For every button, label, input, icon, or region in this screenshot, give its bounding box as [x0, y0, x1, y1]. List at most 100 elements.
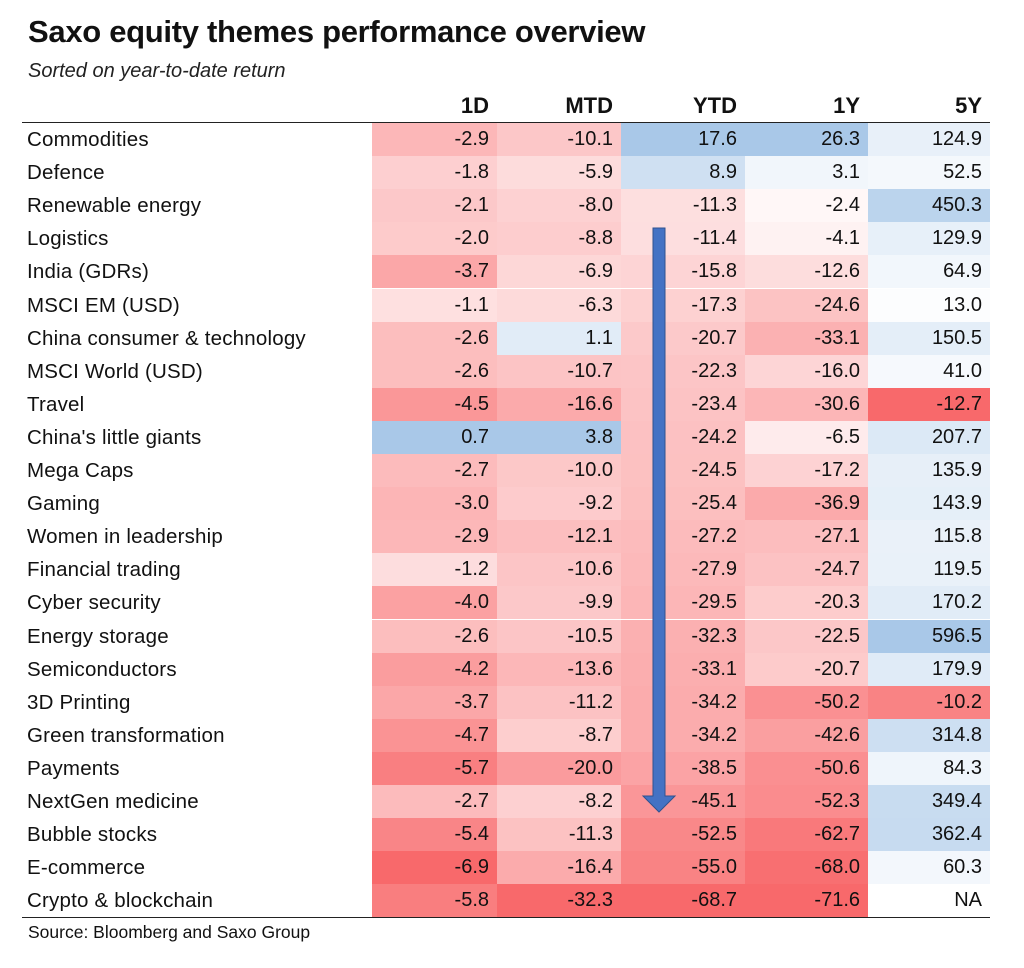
cell-ytd: -23.4: [621, 387, 745, 421]
row-label: Financial trading: [27, 558, 181, 582]
row-label: E-commerce: [27, 856, 146, 880]
table-row: China's little giants 0.7 3.8 -24.2 -6.5 207.…: [22, 420, 990, 454]
cell-ytd: -15.8: [621, 255, 745, 289]
cell-mtd: -6.9: [497, 255, 621, 289]
cell-5y: 52.5: [868, 156, 990, 190]
cell-5y: 41.0: [868, 354, 990, 388]
cell-1d: -2.7: [372, 785, 497, 818]
cell-ytd: -11.4: [621, 222, 745, 256]
cell-5y: 207.7: [868, 420, 990, 454]
cell-1y: -27.1: [745, 520, 868, 554]
cell-5y: 129.9: [868, 222, 990, 256]
cell-ytd: -68.7: [621, 884, 745, 918]
cell-ytd: -24.5: [621, 454, 745, 487]
chart-title: Saxo equity themes performance overview: [28, 14, 646, 49]
cell-ytd: 17.6: [621, 123, 745, 156]
cell-5y: 143.9: [868, 487, 990, 521]
table-row: NextGen medicine -2.7 -8.2 -45.1 -52.3 349.4: [22, 785, 990, 818]
cell-1y: -50.6: [745, 751, 868, 785]
cell-5y: NA: [954, 889, 982, 912]
cell-ytd: -27.9: [621, 553, 745, 587]
column-header-ytd: YTD: [693, 93, 737, 118]
table-row: China consumer & technology -2.6 1.1 -20.7-…: [22, 321, 990, 355]
cell-1d: -4.0: [372, 586, 497, 620]
cell-mtd: -8.2: [497, 785, 621, 818]
row-label: Travel: [27, 392, 85, 416]
cell-ytd: -45.1: [621, 785, 745, 818]
cell-1d: -4.5: [372, 387, 497, 421]
table-row: Crypto & blockchain -5.8 -32.3 -68.7 -71.6 NA: [22, 884, 990, 918]
cell-5y: 13.0: [868, 288, 990, 322]
row-label: China consumer & technology: [27, 326, 306, 350]
cell-1y: -17.2: [745, 454, 868, 487]
cell-1y: 26.3: [745, 123, 868, 156]
cell-5y: 124.9: [868, 123, 990, 156]
row-label: 3D Printing: [27, 690, 131, 714]
cell-mtd: -9.2: [497, 487, 621, 521]
row-label: Payments: [27, 756, 120, 780]
cell-mtd: -10.1: [497, 123, 621, 156]
cell-1d: -2.7: [372, 454, 497, 487]
cell-1d: -4.7: [372, 718, 497, 752]
cell-1y: -52.3: [745, 785, 868, 818]
table-row: Mega Caps -2.7 -10.0 -24.5 -17.2 135.9: [22, 454, 990, 487]
cell-5y: 179.9: [868, 652, 990, 686]
cell-ytd: -24.2: [621, 420, 745, 454]
cell-mtd: -13.6: [497, 652, 621, 686]
cell-1y: -42.6: [745, 718, 868, 752]
cell-5y: 84.3: [868, 751, 990, 785]
cell-5y: 349.4: [868, 785, 990, 818]
cell-1y: -33.1: [745, 321, 868, 355]
row-label: Mega Caps: [27, 459, 134, 482]
row-label: MSCI World (USD): [27, 359, 203, 383]
row-label: India (GDRs): [27, 260, 150, 284]
cell-1d: -2.1: [372, 189, 497, 223]
cell-mtd: -8.7: [497, 718, 621, 752]
cell-5y: 115.8: [868, 520, 990, 554]
cell-5y: 170.2: [868, 586, 990, 620]
row-label: Women in leadership: [27, 525, 223, 549]
row-label: Semiconductors: [27, 657, 177, 681]
cell-mtd: 3.8: [497, 420, 621, 454]
row-label: Defence: [27, 161, 105, 185]
table-row: 3D Printing -3.7 -11.2 -34.2 -50.2 -10.2: [22, 685, 990, 719]
table-row: MSCI EM (USD) -1.1 -6.3 -17.3 -24.6 13.0: [22, 288, 990, 322]
column-header-1y: 1Y: [833, 93, 860, 118]
cell-1y: 3.1: [745, 156, 868, 190]
cell-1y: -22.5: [745, 619, 868, 653]
cell-1y: -12.6: [745, 255, 868, 289]
cell-mtd: 1.1: [497, 321, 621, 355]
cell-1y: -20.3: [745, 586, 868, 620]
chart-subtitle: Sorted on year-to-date return: [28, 60, 286, 82]
cell-ytd: -25.4: [621, 487, 745, 521]
cell-5y: 135.9: [868, 454, 990, 487]
row-label: China's little giants: [27, 425, 202, 449]
cell-ytd: -29.5: [621, 586, 745, 620]
table-row: Women in leadership -2.9 -12.1 -27.2 -27.1 11…: [22, 520, 990, 554]
cell-1y: -30.6: [745, 387, 868, 421]
bottom-rule: [22, 917, 990, 919]
row-label: Renewable energy: [27, 194, 202, 218]
header-rule: [22, 122, 990, 123]
cell-mtd: -10.5: [497, 619, 621, 653]
row-label: Gaming: [27, 492, 100, 516]
cell-5y: 596.5: [868, 619, 990, 653]
cell-5y: -10.2: [868, 685, 990, 719]
cell-5y: -12.7: [868, 387, 990, 421]
table-row: India (GDRs) -3.7 -6.9 -15.8 -12.6 64.9: [22, 255, 990, 289]
cell-1d: -6.9: [372, 851, 497, 885]
cell-ytd: -55.0: [621, 851, 745, 885]
table-row: Bubble stocks -5.4 -11.3 -52.5 -62.7 362.4: [22, 818, 990, 852]
table-row: Gaming -3.0 -9.2 -25.4 -36.9 143.9: [22, 487, 990, 521]
cell-5y: 150.5: [868, 321, 990, 355]
cell-mtd: -8.0: [497, 189, 621, 223]
cell-ytd: -33.1: [621, 652, 745, 686]
table-row: Commodities -2.9 -10.1 17.6 26.3 124.9: [22, 123, 990, 156]
cell-5y: 450.3: [868, 189, 990, 223]
row-label: Green transformation: [27, 723, 225, 747]
table-row: Logistics -2.0 -8.8 -11.4 -4.1 129.9: [22, 222, 990, 256]
row-label: Energy storage: [27, 624, 169, 648]
cell-1y: -4.1: [745, 222, 868, 256]
cell-ytd: -20.7: [621, 321, 745, 355]
table-row: Travel -4.5 -16.6 -23.4 -30.6 -12.7: [22, 387, 990, 421]
